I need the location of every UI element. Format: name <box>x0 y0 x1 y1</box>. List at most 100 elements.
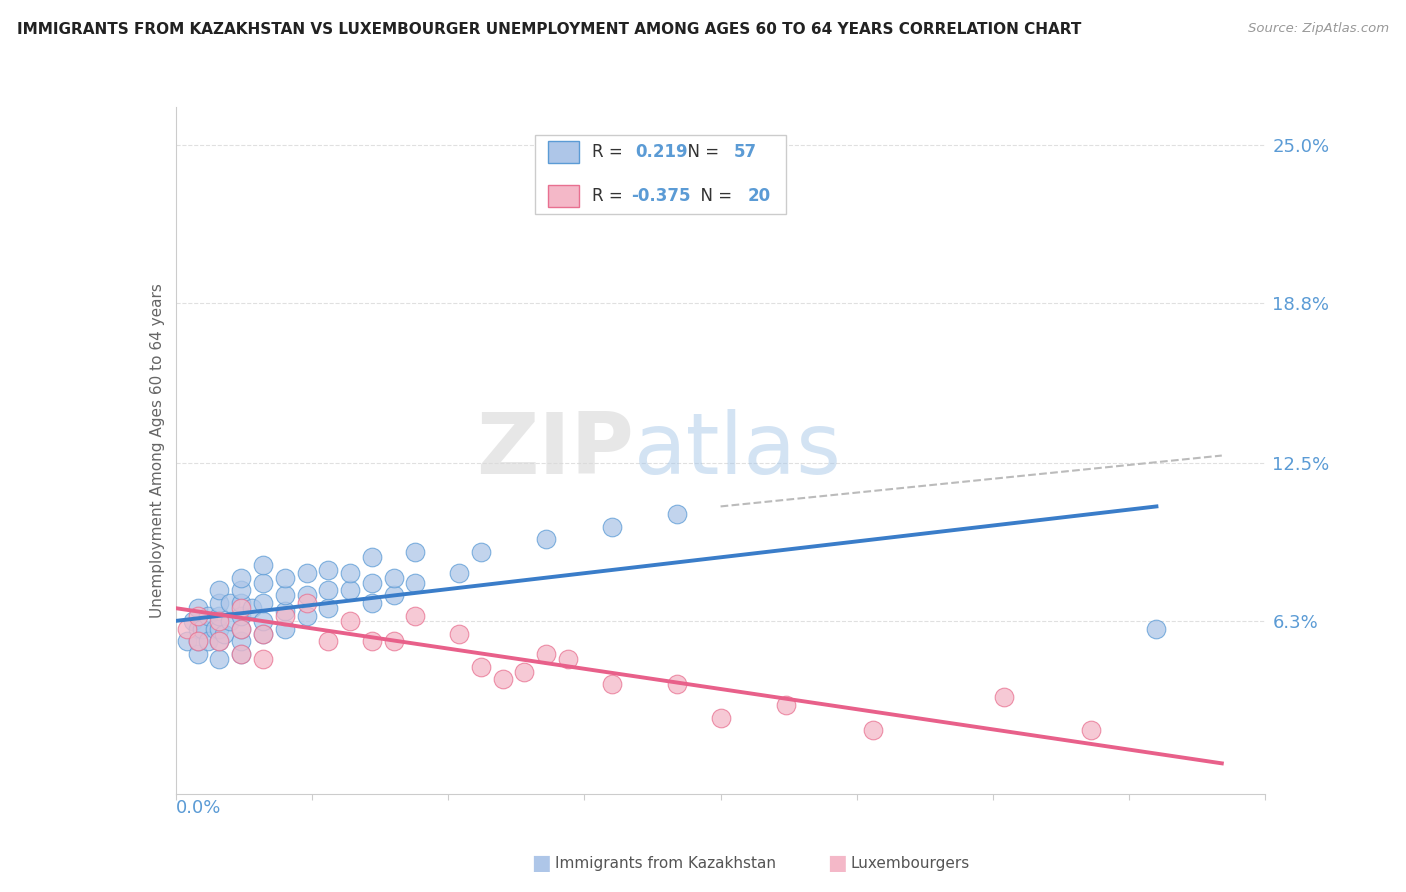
Point <box>339 583 361 598</box>
FancyBboxPatch shape <box>536 135 786 213</box>
Point <box>208 622 231 636</box>
Point <box>181 614 204 628</box>
Point <box>862 723 884 738</box>
Point <box>186 634 209 648</box>
Point <box>252 626 274 640</box>
Text: IMMIGRANTS FROM KAZAKHSTAN VS LUXEMBOURGER UNEMPLOYMENT AMONG AGES 60 TO 64 YEAR: IMMIGRANTS FROM KAZAKHSTAN VS LUXEMBOURG… <box>17 22 1081 37</box>
Point <box>240 601 263 615</box>
Point <box>447 566 470 580</box>
Text: ■: ■ <box>827 854 846 873</box>
Point <box>252 626 274 640</box>
Point <box>176 622 198 636</box>
Point <box>191 622 214 636</box>
Text: R =: R = <box>592 186 628 204</box>
Point <box>470 659 492 673</box>
Point <box>231 596 253 610</box>
Point <box>208 583 231 598</box>
Point <box>405 575 427 590</box>
Point <box>318 563 340 577</box>
Point <box>274 571 297 585</box>
Point <box>382 571 405 585</box>
Point <box>360 575 382 590</box>
Text: R =: R = <box>592 144 628 161</box>
Point <box>252 575 274 590</box>
Text: ZIP: ZIP <box>475 409 633 492</box>
Point <box>993 690 1015 705</box>
Point <box>318 601 340 615</box>
Point <box>231 583 253 598</box>
Point <box>666 677 689 691</box>
Point <box>295 566 318 580</box>
Text: N =: N = <box>690 186 737 204</box>
Text: Luxembourgers: Luxembourgers <box>851 856 970 871</box>
Point <box>208 596 231 610</box>
Point <box>176 634 198 648</box>
Text: 20: 20 <box>748 186 770 204</box>
Y-axis label: Unemployment Among Ages 60 to 64 years: Unemployment Among Ages 60 to 64 years <box>149 283 165 618</box>
Point <box>219 596 242 610</box>
Point <box>405 545 427 559</box>
Point <box>295 589 318 603</box>
Point <box>405 608 427 623</box>
Point <box>231 622 253 636</box>
Point <box>208 634 231 648</box>
Point <box>513 665 536 679</box>
Point <box>1144 622 1167 636</box>
Point <box>339 614 361 628</box>
Point <box>186 601 209 615</box>
Point <box>231 608 253 623</box>
Point <box>274 622 297 636</box>
Point <box>360 550 382 565</box>
Point <box>231 634 253 648</box>
Point <box>600 520 623 534</box>
Point <box>231 647 253 661</box>
Point <box>204 622 226 636</box>
Point <box>252 614 274 628</box>
Point <box>231 647 253 661</box>
Text: Immigrants from Kazakhstan: Immigrants from Kazakhstan <box>555 856 776 871</box>
Text: 0.0%: 0.0% <box>176 799 221 817</box>
Point <box>557 652 579 666</box>
Point <box>360 596 382 610</box>
Text: atlas: atlas <box>633 409 841 492</box>
Point <box>208 614 231 628</box>
Point <box>231 622 253 636</box>
Point <box>447 626 470 640</box>
Point <box>231 571 253 585</box>
Point <box>382 634 405 648</box>
Point <box>775 698 797 712</box>
Point <box>252 558 274 572</box>
Point <box>534 647 557 661</box>
Point <box>186 634 209 648</box>
Point <box>274 608 297 623</box>
Point <box>274 589 297 603</box>
Text: 0.219: 0.219 <box>636 144 688 161</box>
Point <box>252 596 274 610</box>
Point <box>186 608 209 623</box>
Point <box>231 601 253 615</box>
Point <box>339 566 361 580</box>
Point <box>197 634 219 648</box>
Point <box>295 596 318 610</box>
Point <box>492 673 515 687</box>
FancyBboxPatch shape <box>548 185 579 207</box>
FancyBboxPatch shape <box>548 141 579 163</box>
Point <box>208 652 231 666</box>
Point <box>470 545 492 559</box>
Text: Source: ZipAtlas.com: Source: ZipAtlas.com <box>1249 22 1389 36</box>
Point <box>186 647 209 661</box>
Point <box>208 608 231 623</box>
Point <box>666 507 689 521</box>
Point <box>710 710 733 724</box>
Point <box>219 614 242 628</box>
Text: ■: ■ <box>531 854 551 873</box>
Point <box>186 622 209 636</box>
Point <box>534 533 557 547</box>
Point <box>252 652 274 666</box>
Point <box>208 634 231 648</box>
Text: N =: N = <box>678 144 724 161</box>
Text: -0.375: -0.375 <box>631 186 690 204</box>
Point <box>382 589 405 603</box>
Point <box>318 634 340 648</box>
Point <box>1080 723 1102 738</box>
